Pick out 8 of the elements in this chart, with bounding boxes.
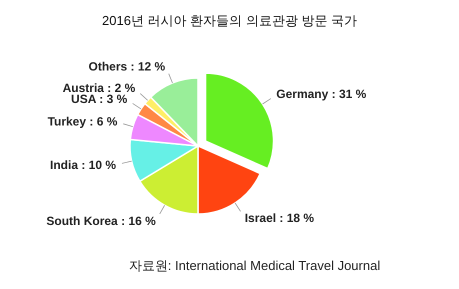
text: 자료원: International Medical Travel Journal bbox=[128, 258, 380, 273]
chart-title: 2016년 러시아 환자들의 의료관광 방문 국가 bbox=[102, 13, 357, 28]
slice-label: India : 10 % bbox=[50, 158, 116, 172]
slice-label: Israel : 18 % bbox=[244, 211, 314, 226]
slice-label: Others : 12 % bbox=[88, 59, 166, 74]
slice-label: South Korea : 16 % bbox=[46, 214, 156, 228]
slice-label: Turkey : 6 % bbox=[48, 114, 118, 129]
slice-label: Germany : 31 % bbox=[276, 87, 367, 102]
